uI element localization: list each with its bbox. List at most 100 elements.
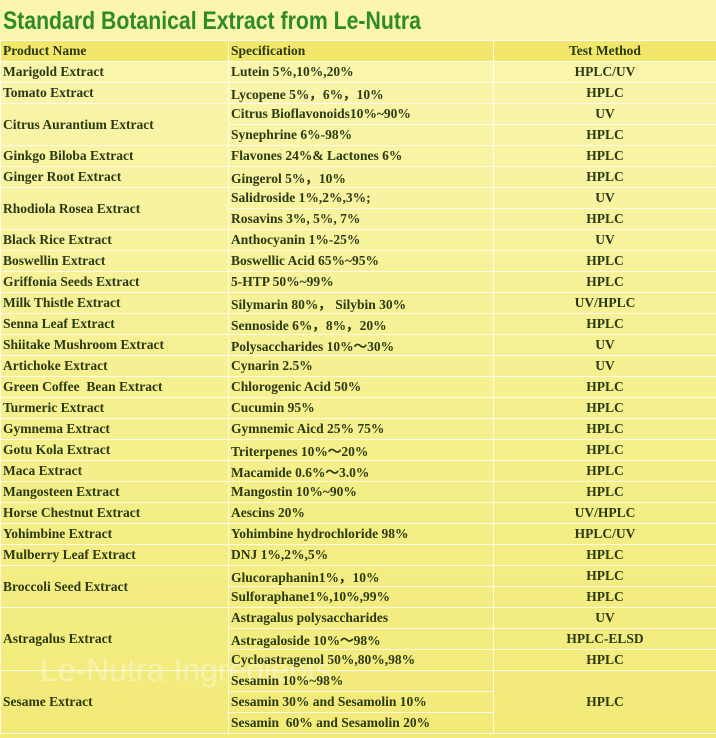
method-cell: HPLC [493,460,716,482]
product-cell: Citrus Aurantium Extract [0,103,229,146]
spec-cell: Rosavins 3%, 5%, 7% [228,208,494,230]
method-cell: HPLC [493,271,716,293]
spec-cell: Cucumin 95% [228,397,494,419]
product-cell: Mulberry Leaf Extract [0,544,229,566]
spec-cell: Cycloastragenol 50%,80%,98% [228,649,494,671]
table-row: Rhodiola Rosea Extract Salidroside 1%,2%,… [0,187,716,230]
table-row: Griffonia Seeds Extract 5-HTP 50%~99% HPLC [0,271,716,293]
product-table: Product Name Specification Test Method M… [0,40,716,734]
spec-cell: Yohimbine hydrochloride 98% [228,523,494,545]
spec-cell: Lycopene 5%，6%，10% [228,82,494,104]
spec-cell: Sulforaphane1%,10%,99% [228,586,494,608]
spec-cell: Cynarin 2.5% [228,355,494,377]
spec-cell: Silymarin 80%， Silybin 30% [228,292,494,314]
table-row: Maca Extract Macamide 0.6%～3.0% HPLC [0,460,716,482]
table-row: Boswellin Extract Boswellic Acid 65%~95% H… [0,250,716,272]
method-cell: UV [493,187,716,209]
product-cell: Senna Leaf Extract [0,313,229,335]
product-cell: Black Rice Extract [0,229,229,251]
table-row: Mulberry Leaf Extract DNJ 1%,2%,5% HPLC [0,544,716,566]
method-cell: UV [493,355,716,377]
method-cell: HPLC [493,376,716,398]
spec-cell: Sesamin 10%~98% [228,670,494,692]
product-cell: Sesame Extract [0,670,229,734]
spec-cell: Sesamin 30% and Sesamolin 10% [228,691,494,713]
table-row: Turmeric Extract Cucumin 95% HPLC [0,397,716,419]
method-cell: HPLC [493,565,716,587]
method-cell: UV [493,229,716,251]
table-row: Green Coffee Bean Extract Chlorogenic Aci… [0,376,716,398]
header-cell: Test Method [493,40,716,62]
method-cell: HPLC [493,481,716,503]
product-cell: Gotu Kola Extract [0,439,229,461]
table-row: Tomato Extract Lycopene 5%，6%，10% HPLC [0,82,716,104]
spec-cell: Boswellic Acid 65%~95% [228,250,494,272]
product-cell: Ginger Root Extract [0,166,229,188]
product-cell: Gymnema Extract [0,418,229,440]
spec-cell: Astragaloside 10%～98% [228,628,494,650]
product-cell: Artichoke Extract [0,355,229,377]
product-cell: Ginkgo Biloba Extract [0,145,229,167]
spec-cell: Triterpenes 10%～20% [228,439,494,461]
method-cell: HPLC [493,145,716,167]
spec-cell: Salidroside 1%,2%,3%; [228,187,494,209]
table-row: Ginkgo Biloba Extract Flavones 24%& Lacto… [0,145,716,167]
method-cell: HPLC [493,418,716,440]
table-row: Horse Chestnut Extract Aescins 20% UV/HPLC [0,502,716,524]
header-cell: Product Name [0,40,229,62]
method-cell: HPLC [493,208,716,230]
method-cell: HPLC [493,313,716,335]
spec-cell: Glucoraphanin1%，10% [228,565,494,587]
method-cell: HPLC [493,397,716,419]
table-row: Astragalus Extract Astragalus polysacchar… [0,607,716,671]
spec-cell: Polysaccharides 10%～30% [228,334,494,356]
spec-cell: Gingerol 5%，10% [228,166,494,188]
table-row: Senna Leaf Extract Sennoside 6%，8%，20% HPL… [0,313,716,335]
spec-cell: Aescins 20% [228,502,494,524]
method-cell: UV/HPLC [493,502,716,524]
table-row: Milk Thistle Extract Silymarin 80%， Silyb… [0,292,716,314]
spec-cell: 5-HTP 50%~99% [228,271,494,293]
product-cell: Marigold Extract [0,61,229,83]
table-row: Broccoli Seed Extract Glucoraphanin1%，10%… [0,565,716,608]
table-row: Black Rice Extract Anthocyanin 1%-25% UV [0,229,716,251]
spec-cell: Astragalus polysaccharides [228,607,494,629]
product-cell: Rhodiola Rosea Extract [0,187,229,230]
table-row: Sesame Extract Sesamin 10%~98% HPLC [0,670,716,734]
product-cell: Boswellin Extract [0,250,229,272]
method-cell: HPLC/UV [493,523,716,545]
product-cell: Turmeric Extract [0,397,229,419]
method-cell: HPLC [493,544,716,566]
spec-cell: Mangostin 10%~90% [228,481,494,503]
spec-cell: Synephrine 6%-98% [228,124,494,146]
header-row: Product Name Specification Test Method [0,40,716,62]
method-cell: HPLC [493,82,716,104]
product-cell: Green Coffee Bean Extract [0,376,229,398]
spec-cell: Sesamin 60% and Sesamolin 20% [228,712,494,734]
header-cell: Specification [228,40,494,62]
product-cell: Mangosteen Extract [0,481,229,503]
spec-cell: Flavones 24%& Lactones 6% [228,145,494,167]
product-cell: Milk Thistle Extract [0,292,229,314]
spec-cell: Gymnemic Aicd 25% 75% [228,418,494,440]
method-cell: HPLC [493,586,716,608]
method-cell: HPLC [493,649,716,671]
title: Standard Botanical Extract from Le-Nutra [3,7,422,35]
method-cell: HPLC [493,166,716,188]
spec-cell: DNJ 1%,2%,5% [228,544,494,566]
method-cell: HPLC/UV [493,61,716,83]
spec-cell: Chlorogenic Acid 50% [228,376,494,398]
method-cell: HPLC-ELSD [493,628,716,650]
product-cell: Tomato Extract [0,82,229,104]
table-row: Shiitake Mushroom Extract Polysaccharides… [0,334,716,356]
method-cell: UV [493,607,716,629]
product-cell: Shiitake Mushroom Extract [0,334,229,356]
method-cell: HPLC [493,250,716,272]
product-cell: Broccoli Seed Extract [0,565,229,608]
method-cell: HPLC [493,124,716,146]
table-row: Marigold Extract Lutein 5%,10%,20% HPLC/UV [0,61,716,83]
table-row: Gymnema Extract Gymnemic Aicd 25% 75% HPLC [0,418,716,440]
product-cell: Astragalus Extract [0,607,229,671]
